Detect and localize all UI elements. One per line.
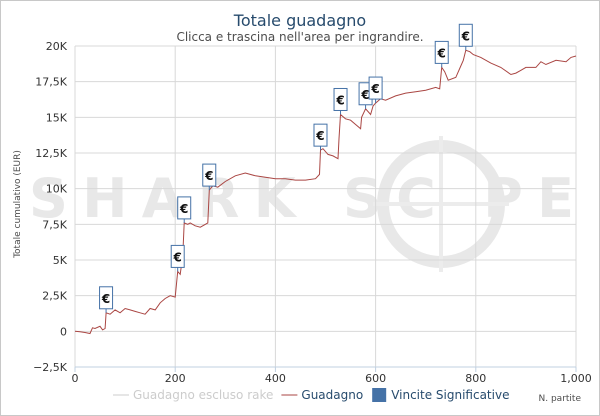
legend-item[interactable]: Guadagno <box>281 388 363 402</box>
significant-win-marker[interactable]: € <box>99 286 114 313</box>
significant-win-marker[interactable]: € <box>434 40 449 68</box>
euro-icon: € <box>437 46 446 60</box>
series-group <box>74 49 577 335</box>
marker-flag <box>333 87 348 111</box>
legend-label: Vincite Significative <box>391 388 509 402</box>
legend-item[interactable]: Guadagno escluso rake <box>113 388 273 402</box>
significant-win-marker[interactable]: € <box>333 87 348 115</box>
y-tick-label: 17,5K <box>35 76 67 89</box>
euro-icon: € <box>179 202 188 216</box>
y-axis-title: Totale cumulativo (EUR) <box>13 150 23 259</box>
marker-flag <box>202 163 217 187</box>
x-axis-ticks: 0 200 400 600 800 1,000 <box>72 367 592 385</box>
significant-win-marker[interactable]: € <box>177 196 192 223</box>
y-tick-label: 20K <box>46 40 68 53</box>
legend-item[interactable]: Vincite Significative <box>372 388 509 402</box>
series-line-guadagno[interactable] <box>74 49 577 335</box>
y-tick-label: −2,5K <box>33 361 68 374</box>
x-tick-label: 400 <box>265 372 286 385</box>
significant-win-marker[interactable]: € <box>313 123 328 151</box>
marker-flag <box>434 40 449 64</box>
legend-symbol-box <box>372 388 387 402</box>
x-tick-label: 200 <box>165 372 186 385</box>
y-tick-label: 5K <box>53 254 68 267</box>
y-tick-label: 12,5K <box>35 147 67 160</box>
legend-label: Guadagno escluso rake <box>133 388 273 402</box>
y-tick-label: 10K <box>46 183 68 196</box>
significant-win-marker[interactable]: € <box>202 163 217 191</box>
legend-label: Guadagno <box>301 388 363 402</box>
y-tick-label: 15K <box>46 111 68 124</box>
y-tick-label: 2,5K <box>42 290 67 303</box>
significant-win-marker[interactable]: € <box>170 244 185 272</box>
euro-icon: € <box>360 88 369 102</box>
y-axis-ticks: −2,5K 0 2,5K 5K 7,5K 10K 12,5K 15K 17,5K 20K <box>33 40 68 374</box>
marker-flag <box>170 244 185 268</box>
gridlines <box>74 45 577 368</box>
euro-icon: € <box>173 250 182 264</box>
y-tick-label: 0 <box>60 325 67 338</box>
marker-flag <box>177 196 192 220</box>
x-tick-label: 1,000 <box>560 372 592 385</box>
chart-title: Totale guadagno <box>233 11 366 30</box>
significant-win-marker[interactable]: € <box>368 76 383 104</box>
x-axis-title: N. partite <box>539 394 582 404</box>
x-tick-label: 600 <box>365 372 386 385</box>
marker-flag <box>368 76 383 100</box>
significant-win-marker[interactable]: € <box>458 23 473 51</box>
markers-group: €€€€€€ € €€€ <box>99 23 473 313</box>
chart-subtitle: Clicca e trascina nell'area per ingrandi… <box>176 30 423 44</box>
euro-icon: € <box>204 169 213 183</box>
y-tick-label: 7,5K <box>42 218 67 231</box>
euro-icon: € <box>335 93 344 107</box>
x-tick-label: 800 <box>465 372 486 385</box>
marker-flag <box>313 123 328 147</box>
legend: Guadagno escluso rake Guadagno Vincite Sig… <box>113 388 509 402</box>
x-tick-label: 0 <box>72 372 79 385</box>
euro-icon: € <box>101 292 110 306</box>
euro-icon: € <box>461 29 470 43</box>
euro-icon: € <box>370 82 379 96</box>
marker-flag <box>458 23 473 47</box>
euro-icon: € <box>315 129 324 143</box>
marker-flag <box>99 286 114 310</box>
